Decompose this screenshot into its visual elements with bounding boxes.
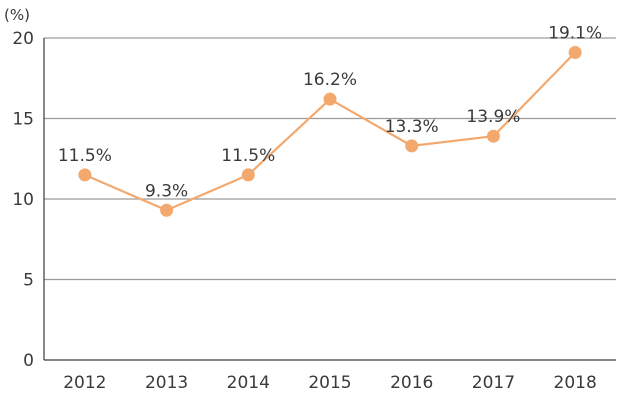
x-tick-label-2018: 2018 [554,373,597,393]
y-tick-label-0: 0 [23,351,34,371]
data-label-2018: 19.1% [548,23,602,43]
label-layer: 11.5% 9.3% 11.5% 16.2% 13.3% 13.9% 19.1% [58,23,602,201]
y-axis-unit-label: (%) [4,6,30,24]
data-label-2012: 11.5% [58,146,112,166]
y-tick-label-5: 5 [23,271,34,291]
data-label-2017: 13.9% [466,107,520,127]
data-label-2015: 16.2% [303,70,357,90]
x-tick-label-2012: 2012 [63,373,106,393]
x-tick-label-2014: 2014 [227,373,270,393]
y-tick-label-15: 15 [12,110,34,130]
data-label-2014: 11.5% [221,146,275,166]
data-point-2016 [405,139,419,153]
y-tick-label-10: 10 [12,190,34,210]
data-point-2015 [323,92,337,106]
data-point-2017 [486,129,500,143]
y-tick-label-20: 20 [12,29,34,49]
data-point-2013 [160,203,174,217]
x-tick-label-2016: 2016 [390,373,433,393]
x-tick-label-2017: 2017 [472,373,515,393]
x-tick-label-2015: 2015 [308,373,351,393]
data-point-2012 [78,168,92,182]
data-point-2014 [241,168,255,182]
x-tick-label-2013: 2013 [145,373,188,393]
data-label-2013: 9.3% [145,181,188,201]
series-layer [78,45,582,217]
axis-layer: 0 5 10 15 20 2012 2013 2014 2015 2016 2017 2018 [12,29,616,393]
data-point-2018 [568,45,582,59]
data-label-2016: 13.3% [385,117,439,137]
